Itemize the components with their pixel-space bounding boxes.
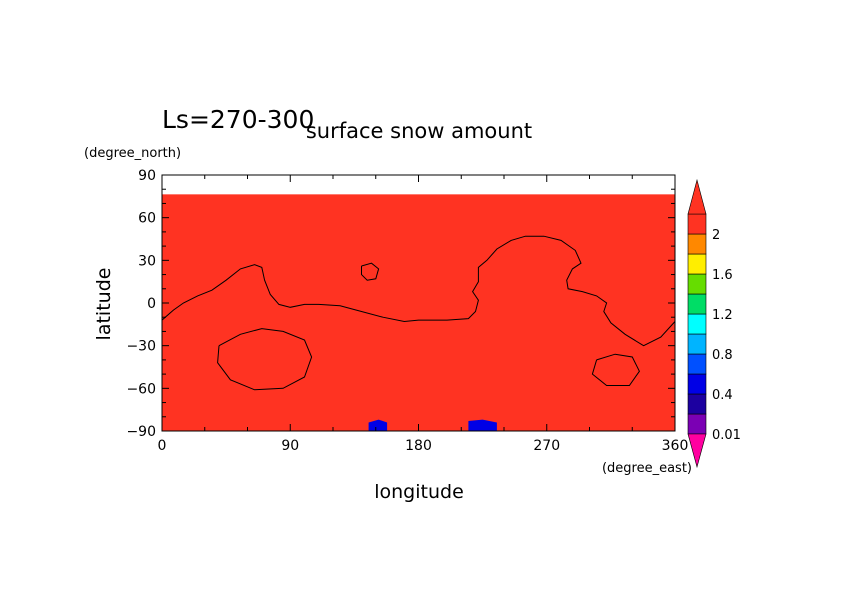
colorbar-swatch bbox=[687, 313, 707, 335]
continent-outline-1 bbox=[361, 262, 380, 281]
x-axis-label: longitude bbox=[374, 481, 464, 503]
colorbar: 0.01 0.4 0.8 1.2 1.6 2 bbox=[687, 178, 741, 469]
colorbar-swatch bbox=[687, 273, 707, 295]
x-tick-label: 180 bbox=[405, 438, 432, 454]
colorbar-swatch bbox=[687, 293, 707, 315]
colorbar-swatch bbox=[687, 413, 707, 435]
x-tick-label: 270 bbox=[533, 438, 560, 454]
y-axis-label: latitude bbox=[93, 268, 115, 341]
colorbar-swatch bbox=[687, 373, 707, 395]
colorbar-swatch bbox=[687, 253, 707, 275]
contour-patch-0 bbox=[368, 419, 388, 431]
colorbar-swatch bbox=[687, 333, 707, 355]
y-tick-label: −30 bbox=[126, 339, 156, 355]
colorbar-tick-label: 0.01 bbox=[712, 428, 741, 443]
contour-patch-1 bbox=[468, 419, 497, 431]
x-tick-label: 0 bbox=[158, 438, 167, 454]
colorbar-swatch bbox=[687, 213, 707, 235]
contour-band-8 bbox=[162, 194, 675, 431]
colorbar-swatch bbox=[687, 353, 707, 375]
colorbar-tick-label: 1.2 bbox=[712, 308, 733, 323]
chart-subtitle: Ls=270-300 bbox=[162, 105, 314, 134]
chart-title: surface snow amount bbox=[306, 119, 532, 143]
x-tick-label: 90 bbox=[281, 438, 299, 454]
x-unit-label: (degree_east) bbox=[602, 461, 692, 476]
y-tick-label: −90 bbox=[126, 424, 156, 440]
y-tick-label: 90 bbox=[138, 168, 156, 184]
y-tick-label: 30 bbox=[138, 253, 156, 269]
y-tick-label: 0 bbox=[147, 296, 156, 312]
colorbar-tick-label: 1.6 bbox=[712, 268, 733, 283]
contour-field bbox=[162, 175, 675, 431]
x-tick-label: 360 bbox=[662, 438, 689, 454]
y-axis: 90 60 30 0 −30 −60 −90 bbox=[126, 168, 675, 440]
colorbar-tick-label: 2 bbox=[712, 228, 720, 243]
y-tick-label: 60 bbox=[138, 211, 156, 227]
continent-outlines bbox=[162, 235, 675, 391]
y-tick-label: −60 bbox=[126, 381, 156, 397]
colorbar-over-arrow bbox=[687, 178, 707, 215]
colorbar-under-arrow bbox=[687, 433, 707, 469]
colorbar-swatch bbox=[687, 393, 707, 415]
continent-outline-2 bbox=[217, 328, 313, 391]
x-axis: 0 90 180 270 360 bbox=[158, 175, 689, 454]
continent-outline-3 bbox=[591, 353, 640, 386]
colorbar-swatch bbox=[687, 233, 707, 255]
colorbar-tick-label: 0.8 bbox=[712, 348, 733, 363]
continent-outline-0 bbox=[162, 235, 675, 347]
y-unit-label: (degree_north) bbox=[84, 146, 181, 161]
colorbar-tick-label: 0.4 bbox=[712, 388, 733, 403]
